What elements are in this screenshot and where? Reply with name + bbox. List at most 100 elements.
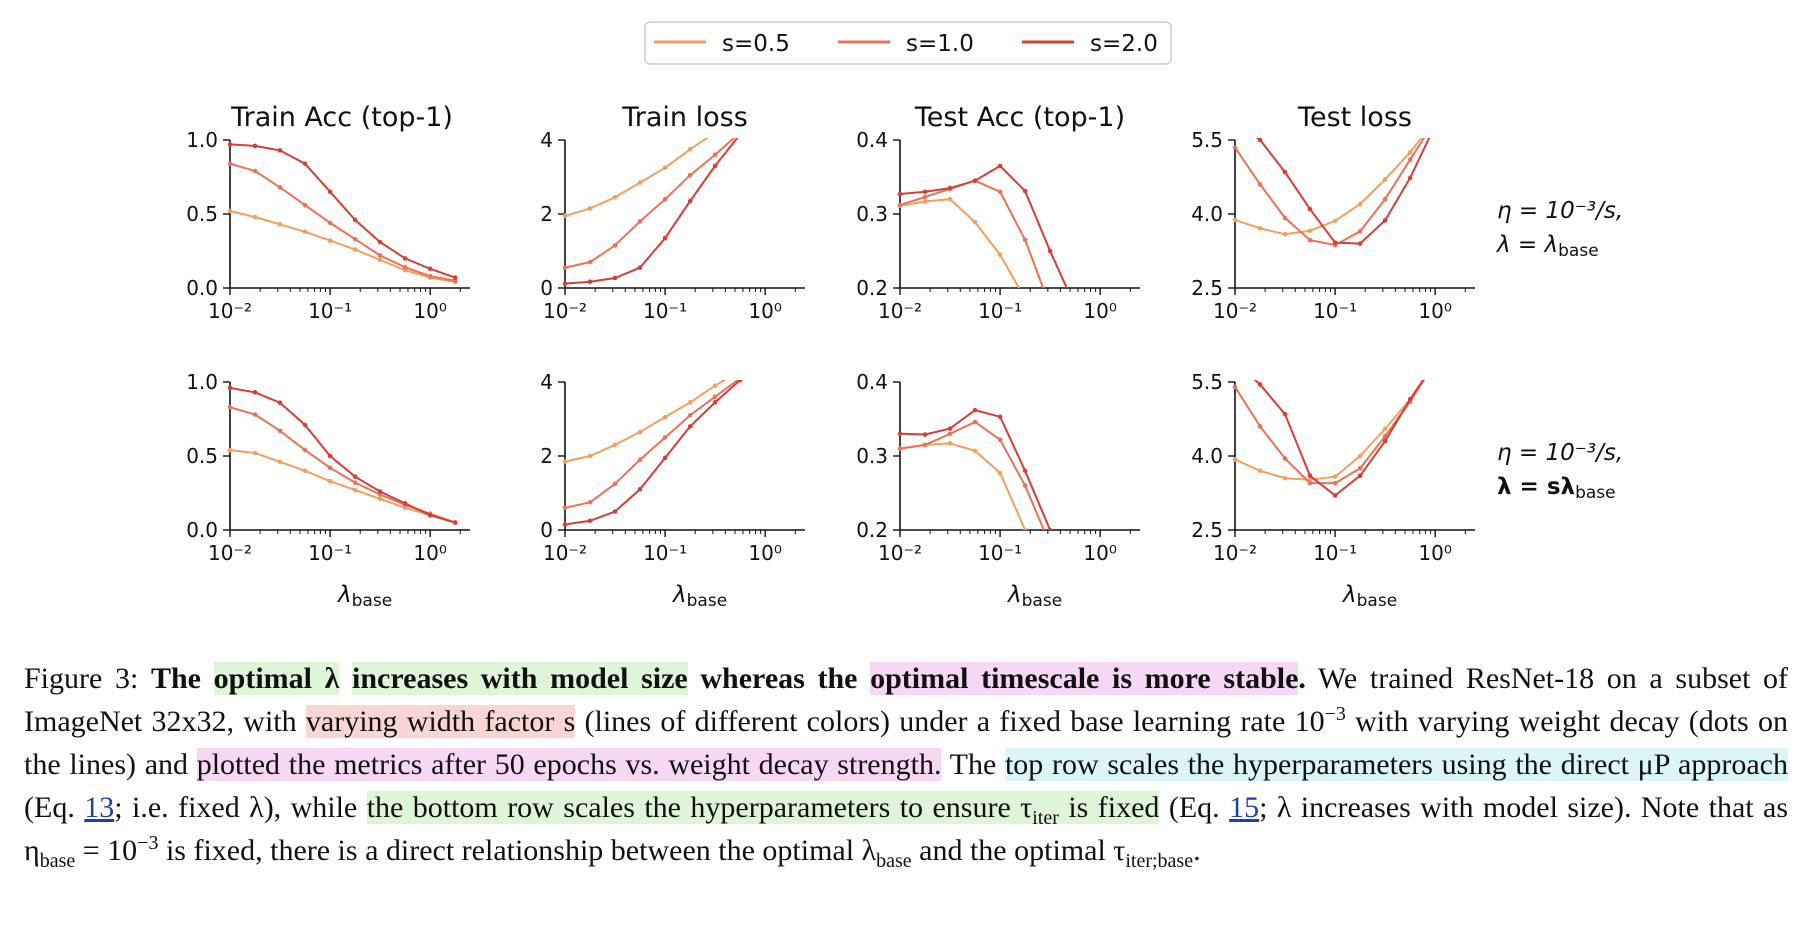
- caption-hl-optimal-lambda: optimal λ: [213, 662, 340, 695]
- data-point: [227, 208, 233, 214]
- caption-hl-increases: increases with model size: [352, 662, 688, 695]
- caption-text-2: (lines of different colors) under a fixe…: [575, 705, 1325, 738]
- x-axis-label: λbase: [1341, 582, 1397, 611]
- data-point: [637, 429, 643, 435]
- data-point: [1233, 360, 1238, 365]
- data-point: [1407, 175, 1413, 181]
- data-point: [1307, 228, 1313, 234]
- data-point: [1332, 474, 1338, 480]
- data-point: [712, 400, 718, 405]
- data-point: [947, 431, 953, 437]
- data-point: [1233, 118, 1238, 123]
- caption-text-8: ; λ increases with model size). Note tha…: [24, 791, 1789, 867]
- x-tick-label: 10⁰: [748, 541, 781, 565]
- series-group: [1232, 360, 1438, 498]
- data-point: [1433, 118, 1438, 123]
- data-point: [252, 143, 258, 149]
- caption-sub-iterbase: iter;base: [1125, 850, 1194, 872]
- data-point: [1048, 345, 1053, 350]
- row-annotation-bottom-line2: λ = sλbase: [1497, 474, 1616, 503]
- series-group: [562, 380, 743, 527]
- series-line-s=2.0: [899, 409, 1052, 530]
- data-point: [637, 180, 643, 185]
- legend-label-s20: s=2.0: [1090, 31, 1158, 57]
- x-tick-label: 10⁻²: [208, 541, 252, 565]
- data-point: [587, 279, 593, 285]
- data-point: [922, 432, 928, 437]
- data-point: [662, 196, 668, 202]
- panel-0-3: 10⁻² 10⁻¹ 10⁰ 2.5 4.0 5.5 Test loss: [1191, 102, 1475, 323]
- row-annotation-top-line2: λ = λbase: [1495, 232, 1599, 261]
- data-point: [737, 380, 743, 383]
- data-point: [277, 459, 283, 465]
- data-point: [662, 414, 668, 420]
- y-tick-label: 2.5: [1191, 518, 1223, 542]
- y-tick-label: 0.0: [186, 518, 218, 542]
- legend: s=0.5 s=1.0 s=2.0: [644, 21, 1172, 65]
- data-point: [252, 412, 258, 417]
- data-point: [947, 441, 953, 446]
- data-point: [302, 229, 308, 235]
- data-point: [277, 148, 283, 153]
- data-point: [1257, 226, 1263, 231]
- data-point: [997, 437, 1003, 443]
- data-point: [1098, 397, 1103, 402]
- data-point: [302, 422, 308, 428]
- y-tick-label: 0.3: [856, 202, 888, 226]
- data-point: [427, 512, 433, 518]
- eq-15-link[interactable]: 15: [1229, 791, 1260, 824]
- panel-title: Train loss: [621, 102, 748, 133]
- data-point: [637, 265, 643, 270]
- data-point: [1023, 297, 1028, 302]
- data-point: [352, 487, 358, 493]
- x-tick-label: 10⁰: [413, 299, 446, 323]
- eq-13-link[interactable]: 13: [84, 791, 115, 824]
- series-line-s=0.5: [229, 210, 456, 284]
- data-point: [1073, 352, 1078, 357]
- y-tick-label: 4: [540, 128, 553, 152]
- data-point: [327, 478, 333, 484]
- data-point: [452, 275, 458, 280]
- y-tick-label: 0.5: [186, 202, 218, 226]
- data-point: [712, 163, 718, 169]
- y-tick-label: 4: [540, 370, 553, 394]
- data-point: [1282, 475, 1288, 481]
- data-point: [1098, 345, 1103, 350]
- x-tick-label: 10⁻¹: [308, 299, 352, 323]
- data-point: [327, 238, 333, 243]
- data-point: [227, 161, 233, 166]
- data-point: [712, 152, 718, 158]
- caption-bold-whereas: whereas the: [700, 662, 858, 695]
- series-line-s=0.5: [1234, 138, 1423, 236]
- data-point: [922, 194, 928, 200]
- data-point: [1282, 411, 1288, 417]
- data-point: [352, 474, 358, 480]
- data-point: [377, 496, 383, 502]
- y-tick-label: 1.0: [186, 128, 218, 152]
- series-line-s=1.0: [564, 380, 740, 509]
- data-point: [1307, 237, 1313, 243]
- data-point: [1357, 453, 1363, 459]
- data-point: [612, 275, 618, 281]
- caption-bold-the: The: [150, 662, 201, 695]
- legend-label-s05: s=0.5: [722, 31, 790, 57]
- data-point: [1382, 196, 1388, 202]
- data-point: [1433, 360, 1438, 365]
- row-annotation-bottom-line1: η = 10⁻³/s,: [1497, 440, 1623, 466]
- data-point: [1382, 426, 1388, 432]
- data-point: [587, 518, 593, 524]
- data-point: [897, 202, 903, 208]
- caption-text-7: (Eq.: [1159, 791, 1230, 824]
- data-point: [1357, 466, 1363, 471]
- y-tick-label: 1.0: [186, 370, 218, 394]
- y-tick-label: 5.5: [1191, 370, 1223, 394]
- x-tick-label: 10⁻¹: [1313, 541, 1357, 565]
- series-line-s=1.0: [229, 406, 456, 524]
- data-point: [1232, 145, 1238, 150]
- y-tick-label: 5.5: [1191, 128, 1223, 152]
- caption-text-6: ; i.e. fixed λ), while: [114, 791, 367, 824]
- data-point: [327, 465, 333, 471]
- data-point: [612, 243, 618, 248]
- data-point: [452, 520, 458, 525]
- x-tick-label: 10⁻²: [1213, 299, 1257, 323]
